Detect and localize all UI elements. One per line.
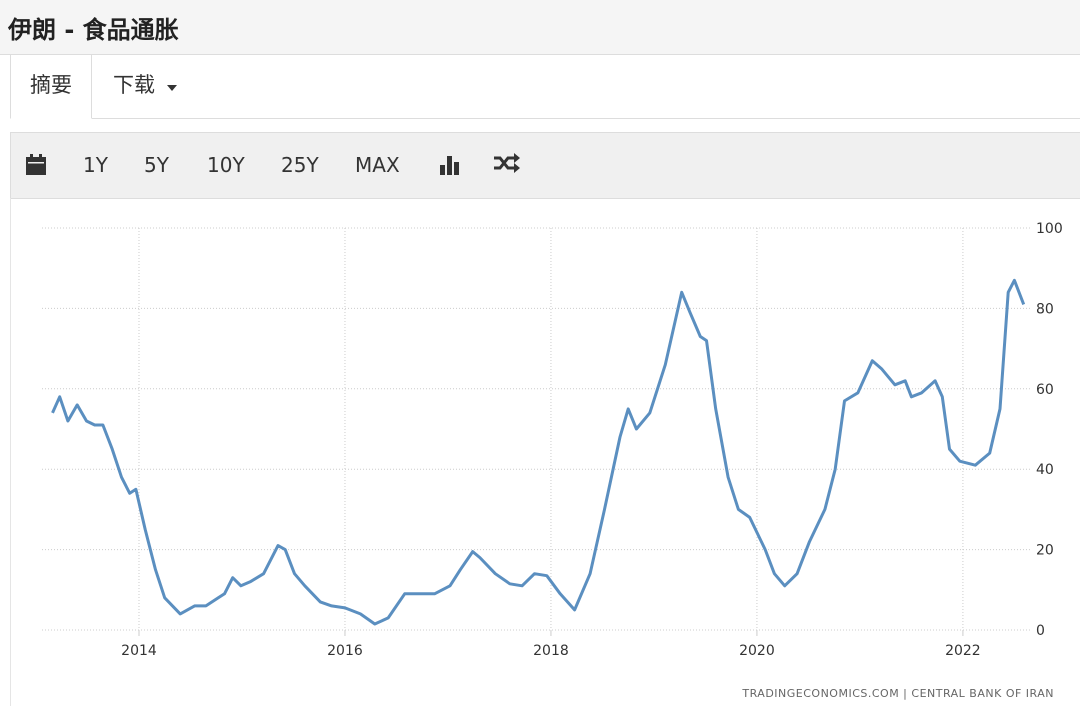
chart: 0 20 40 60 80 100 2014 2016 2018 2020 2022 TRADINGE… (42, 221, 1063, 700)
y-tick-label: 20 (1036, 543, 1054, 559)
range-button[interactable]: 10Y (207, 153, 245, 177)
shuffle-icon[interactable] (493, 151, 521, 175)
source-label: TRADINGECONOMICS.COM | CENTRAL BANK OF I… (741, 687, 1054, 700)
panel-border (10, 198, 11, 706)
icon-bar (454, 162, 459, 175)
range-button[interactable]: 1Y (83, 153, 108, 177)
y-tick-label: 80 (1036, 301, 1054, 317)
range-button[interactable]: 25Y (281, 153, 319, 177)
calendar-body (26, 157, 46, 175)
header: 伊朗 - 食品通胀 (0, 0, 1080, 55)
calendar-icon[interactable] (25, 153, 49, 177)
x-tick-label: 2020 (739, 643, 775, 659)
shuffle-lines (494, 156, 515, 170)
page-title: 伊朗 - 食品通胀 (8, 16, 179, 44)
x-tick-label: 2022 (945, 643, 981, 659)
tab[interactable]: 摘要 (10, 55, 92, 119)
x-tick-label: 2018 (533, 643, 569, 659)
calendar-ring (30, 154, 33, 159)
x-tick-label: 2014 (121, 643, 157, 659)
calendar-line (28, 162, 44, 164)
tab[interactable]: 下载 (113, 55, 178, 118)
data-line (51, 278, 1026, 626)
icon-bar (440, 165, 445, 175)
y-tick-label: 0 (1036, 623, 1045, 639)
range-button[interactable]: 5Y (144, 153, 169, 177)
tab-label[interactable]: 下载 (113, 73, 155, 97)
bar-chart-icon[interactable] (439, 153, 463, 177)
caret[interactable] (166, 84, 178, 92)
y-tick-label: 100 (1036, 221, 1063, 237)
shuffle-arrows (514, 153, 520, 173)
range-button[interactable]: MAX (355, 153, 400, 177)
x-tick-label: 2016 (327, 643, 363, 659)
y-tick-label: 60 (1036, 382, 1054, 398)
caret-shape[interactable] (166, 85, 177, 91)
tab-bar: 摘要 下载 (10, 55, 1080, 119)
icon-bar (447, 156, 452, 175)
toolbar: 1Y 5Y 10Y 25Y MAX (10, 132, 1080, 199)
calendar-ring (39, 154, 42, 159)
y-tick-label: 40 (1036, 462, 1054, 478)
